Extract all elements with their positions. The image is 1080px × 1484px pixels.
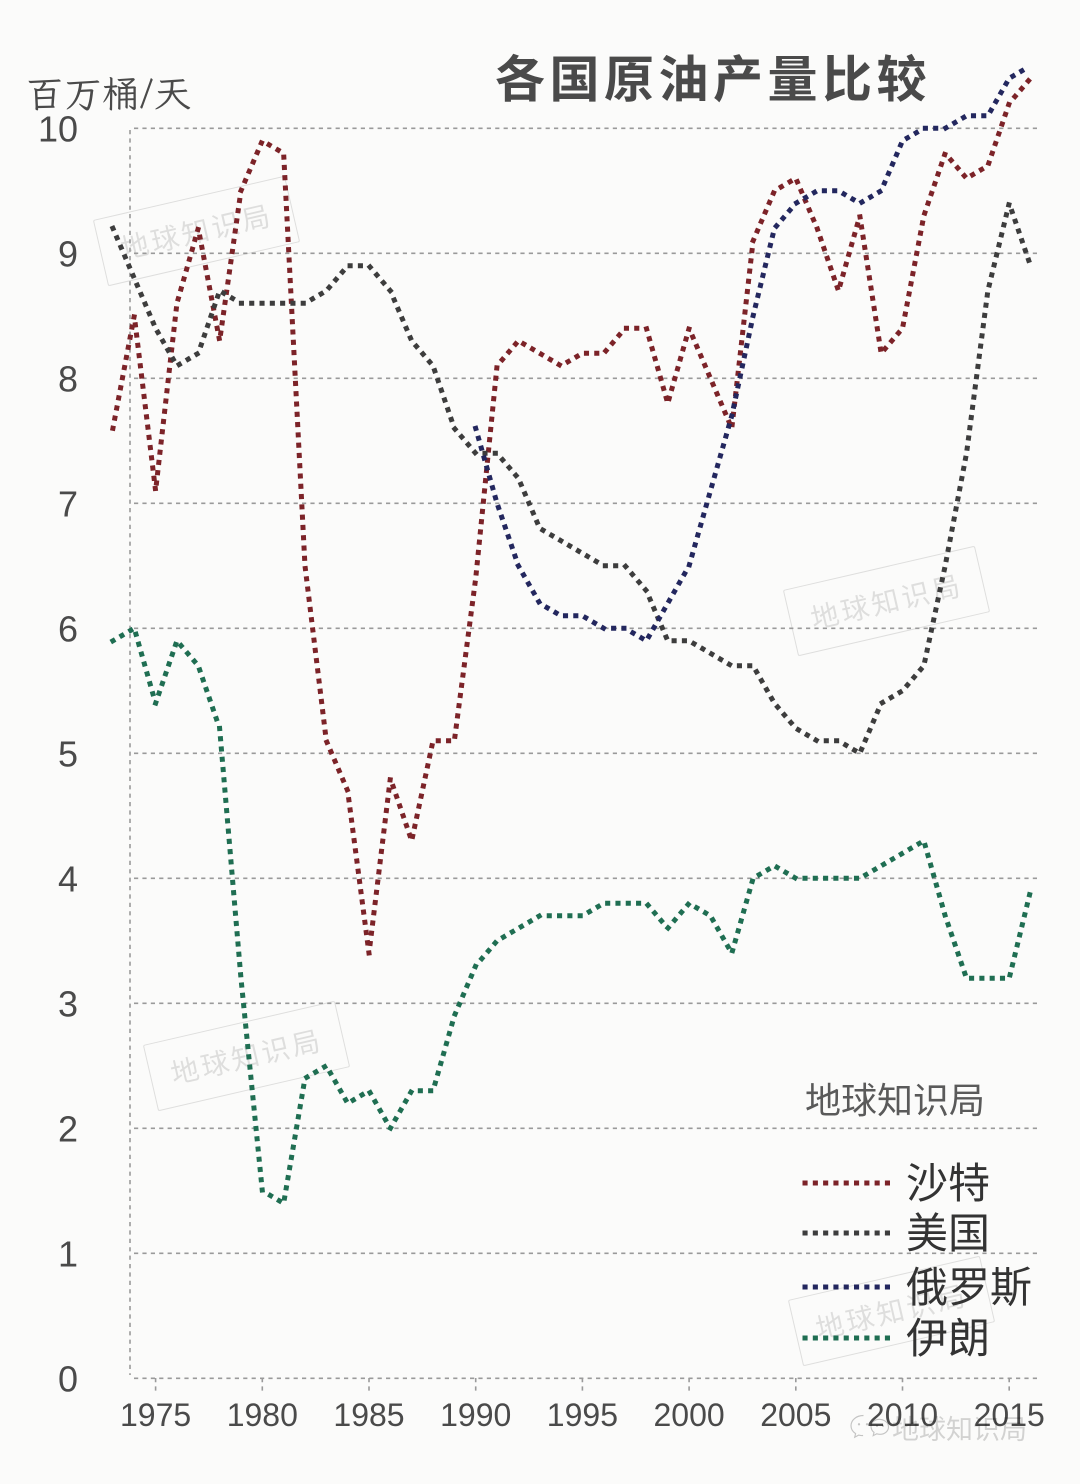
svg-text:1985: 1985	[333, 1397, 404, 1433]
svg-text:7: 7	[58, 483, 78, 524]
svg-text:1: 1	[58, 1233, 78, 1274]
svg-text:0: 0	[58, 1358, 78, 1399]
svg-text:1975: 1975	[120, 1397, 191, 1433]
svg-text:1995: 1995	[547, 1397, 618, 1433]
svg-text:2000: 2000	[654, 1397, 725, 1433]
svg-text:9: 9	[58, 233, 78, 274]
svg-text:4: 4	[58, 858, 78, 899]
svg-text:2: 2	[58, 1108, 78, 1149]
svg-text:1990: 1990	[440, 1397, 511, 1433]
svg-text:8: 8	[58, 358, 78, 399]
svg-text:2005: 2005	[760, 1397, 831, 1433]
svg-text:5: 5	[58, 733, 78, 774]
svg-text:10: 10	[38, 108, 78, 149]
svg-text:1980: 1980	[227, 1397, 298, 1433]
svg-text:3: 3	[58, 983, 78, 1024]
svg-text:6: 6	[58, 608, 78, 649]
